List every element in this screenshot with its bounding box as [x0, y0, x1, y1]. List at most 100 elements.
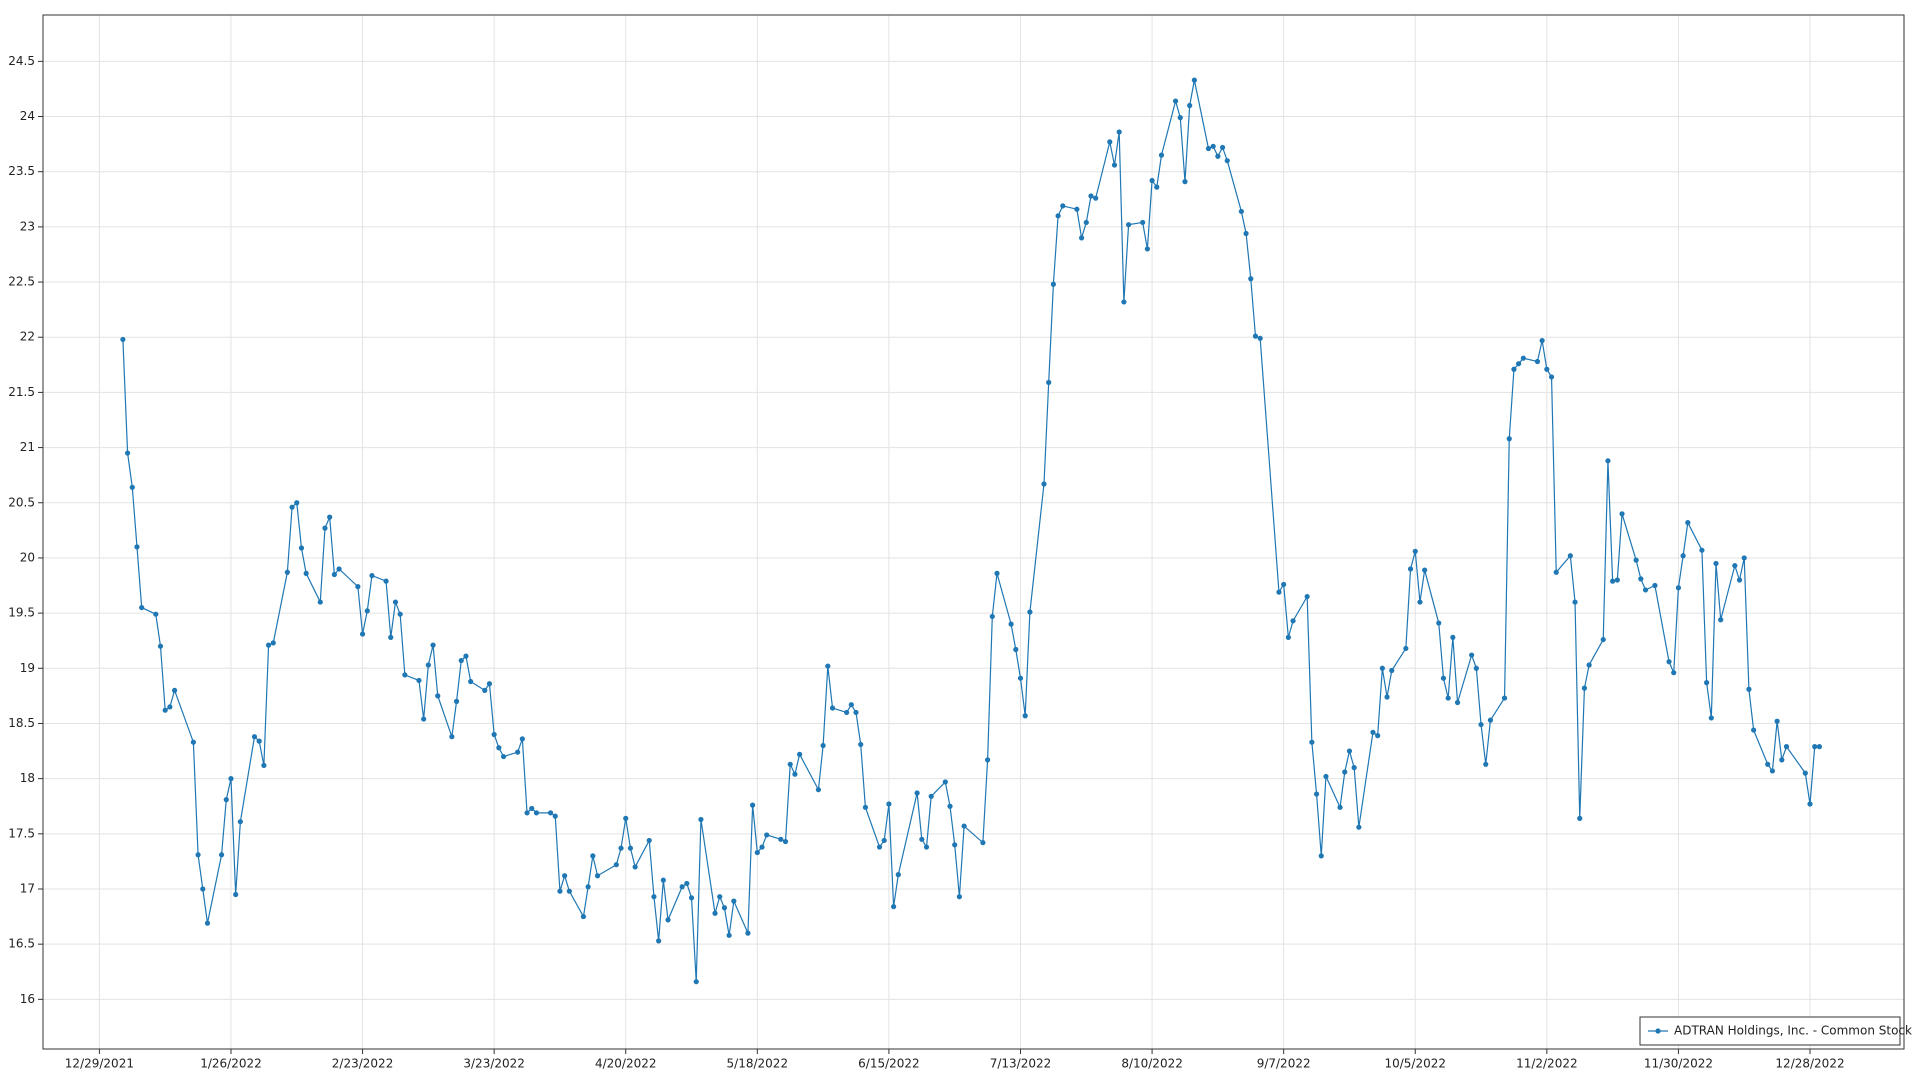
- point: [1586, 662, 1592, 668]
- point: [792, 771, 798, 777]
- point: [693, 979, 699, 985]
- point: [618, 845, 624, 851]
- point: [1276, 589, 1282, 595]
- point: [627, 845, 634, 851]
- point: [1205, 145, 1212, 152]
- point: [1407, 566, 1414, 572]
- point: [1483, 761, 1489, 767]
- point: [1177, 115, 1183, 121]
- point: [1116, 129, 1122, 135]
- y-tick-label: 20.5: [8, 495, 35, 509]
- point: [1323, 773, 1329, 780]
- point: [1252, 333, 1259, 339]
- x-tick-label: 11/2/2022: [1516, 1057, 1578, 1071]
- point: [200, 886, 206, 892]
- point: [580, 913, 587, 920]
- point: [895, 872, 901, 878]
- point: [1704, 680, 1710, 686]
- point: [980, 840, 986, 846]
- point: [1605, 458, 1611, 464]
- point: [204, 920, 211, 926]
- y-tick-label: 18.5: [8, 716, 35, 730]
- point: [261, 762, 267, 768]
- point: [1050, 281, 1056, 287]
- point: [294, 500, 300, 506]
- point: [1544, 366, 1550, 372]
- point: [1351, 765, 1357, 771]
- point: [449, 734, 455, 740]
- point: [1487, 717, 1494, 723]
- point: [251, 734, 258, 740]
- point: [1384, 694, 1390, 700]
- point: [355, 584, 361, 590]
- point: [1389, 667, 1395, 674]
- point: [1765, 761, 1771, 767]
- point: [961, 823, 967, 829]
- point: [759, 844, 765, 850]
- x-tick-label: 11/30/2022: [1644, 1057, 1713, 1071]
- point: [1158, 152, 1165, 158]
- y-tick-label: 20: [20, 550, 35, 564]
- point: [120, 336, 126, 343]
- point: [270, 640, 276, 646]
- x-tick-label: 5/18/2022: [727, 1057, 789, 1071]
- point: [989, 613, 995, 620]
- point: [1257, 335, 1263, 341]
- point: [1346, 748, 1353, 754]
- point: [547, 810, 554, 816]
- point: [327, 514, 333, 520]
- point: [1769, 768, 1776, 774]
- point: [632, 864, 638, 870]
- point: [923, 844, 930, 850]
- point: [1708, 715, 1714, 721]
- point: [1506, 436, 1512, 442]
- point: [1290, 618, 1296, 624]
- point: [1666, 659, 1672, 665]
- point: [383, 578, 389, 584]
- point: [778, 836, 784, 842]
- point: [157, 643, 164, 649]
- point: [1746, 686, 1752, 692]
- y-tick-label: 16: [20, 992, 35, 1006]
- point: [1013, 646, 1019, 653]
- point: [1078, 235, 1085, 241]
- point: [322, 525, 328, 531]
- point: [844, 709, 850, 716]
- point: [552, 813, 558, 819]
- point: [1581, 685, 1588, 691]
- point: [468, 678, 474, 685]
- legend-marker: [1655, 1028, 1661, 1034]
- point: [1140, 219, 1146, 226]
- y-tick-label: 24: [20, 109, 35, 123]
- point: [1022, 713, 1028, 719]
- point: [815, 787, 822, 793]
- point: [745, 930, 751, 936]
- point: [820, 742, 826, 749]
- point: [858, 741, 864, 748]
- point: [317, 599, 323, 605]
- point: [1520, 355, 1526, 361]
- point: [698, 816, 704, 823]
- point: [956, 894, 963, 900]
- point: [529, 805, 535, 812]
- point: [623, 815, 629, 821]
- point: [1285, 634, 1291, 640]
- point: [750, 802, 756, 808]
- point: [613, 862, 619, 868]
- point: [876, 844, 883, 850]
- point: [919, 836, 925, 842]
- point: [1041, 481, 1047, 487]
- point: [1191, 77, 1197, 83]
- point: [679, 884, 685, 890]
- point: [435, 693, 441, 699]
- point: [891, 904, 897, 910]
- legend-box: [1639, 1016, 1901, 1046]
- point: [660, 877, 666, 883]
- point: [1478, 721, 1484, 728]
- point: [303, 570, 309, 576]
- point: [1243, 230, 1249, 237]
- point: [364, 608, 370, 614]
- point: [829, 705, 836, 711]
- y-tick-label: 16.5: [8, 937, 35, 951]
